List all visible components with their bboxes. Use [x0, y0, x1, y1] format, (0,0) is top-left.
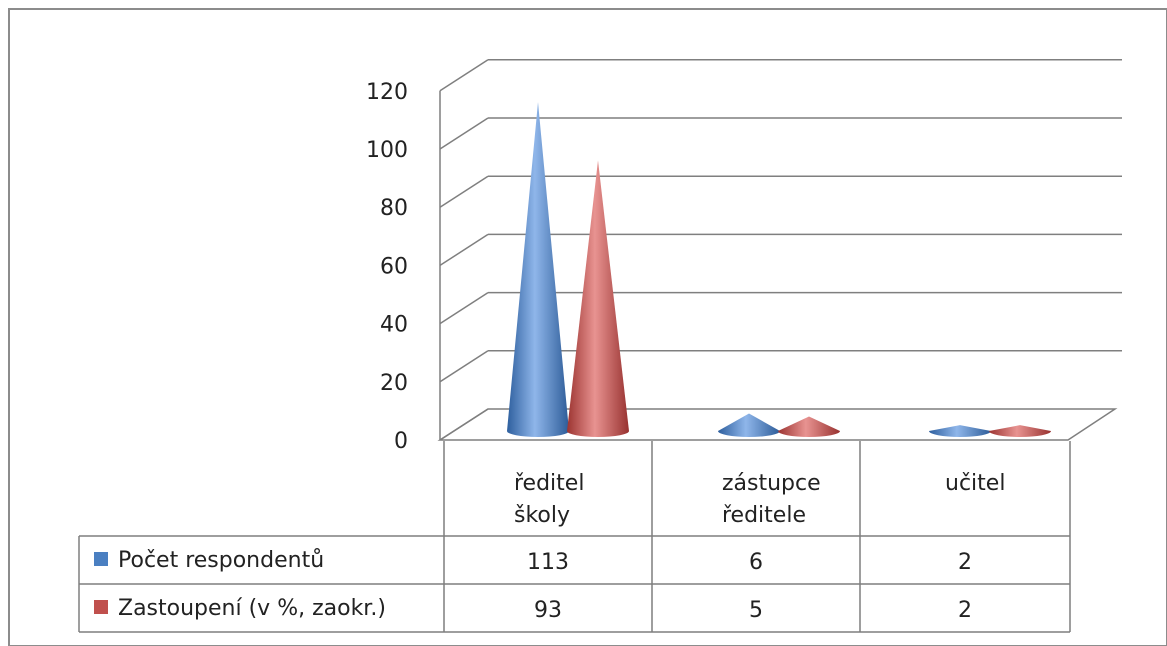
cone-shape [778, 416, 840, 437]
side-gridline [439, 350, 489, 383]
data-value: 5 [749, 598, 763, 623]
floor [437, 408, 1118, 441]
cone-red [989, 425, 1051, 437]
data-value: 2 [958, 598, 972, 623]
data-value: 113 [527, 550, 569, 575]
data-value: 2 [958, 550, 972, 575]
cone-shape [507, 102, 569, 438]
y-tick-label: 0 [394, 429, 408, 454]
category-label: školy [514, 503, 570, 528]
legend-label: Počet respondentů [118, 548, 324, 573]
cone-shape [567, 160, 629, 437]
cone-blue [507, 102, 569, 438]
legend-label: Zastoupení (v %, zaokr.) [118, 596, 386, 621]
cone-shape [718, 413, 780, 437]
cone-blue [718, 413, 780, 437]
y-tick-label: 80 [380, 196, 408, 221]
y-tick-label: 120 [366, 80, 408, 105]
y-axis: 0 20 40 60 80 100 120 [366, 80, 408, 454]
legend-key [94, 600, 108, 614]
y-tick-label: 60 [380, 254, 408, 279]
data-table: ředitel školy zástupce ředitele učitel Počet … [78, 441, 1071, 633]
y-tick-label: 40 [380, 313, 408, 338]
cone-blue [929, 425, 991, 437]
category-label: učitel [945, 471, 1005, 496]
cone-red [567, 160, 629, 437]
plot-area [507, 102, 1051, 438]
category-label: zástupce [722, 471, 821, 496]
y-tick-label: 100 [366, 138, 408, 163]
side-gridline [439, 291, 489, 325]
y-tick-label: 20 [380, 371, 408, 396]
category-label: ředitele [722, 503, 806, 528]
side-gridline [439, 233, 489, 267]
cone-shape [989, 425, 1051, 437]
legend-key [94, 552, 108, 566]
side-gridline [439, 59, 489, 92]
category-label: ředitel [514, 471, 584, 496]
side-gridline [439, 175, 489, 208]
data-value: 6 [749, 550, 763, 575]
side-gridline [439, 117, 489, 150]
data-value: 93 [534, 598, 562, 623]
cone-red [778, 416, 840, 437]
cone-shape [929, 425, 991, 437]
